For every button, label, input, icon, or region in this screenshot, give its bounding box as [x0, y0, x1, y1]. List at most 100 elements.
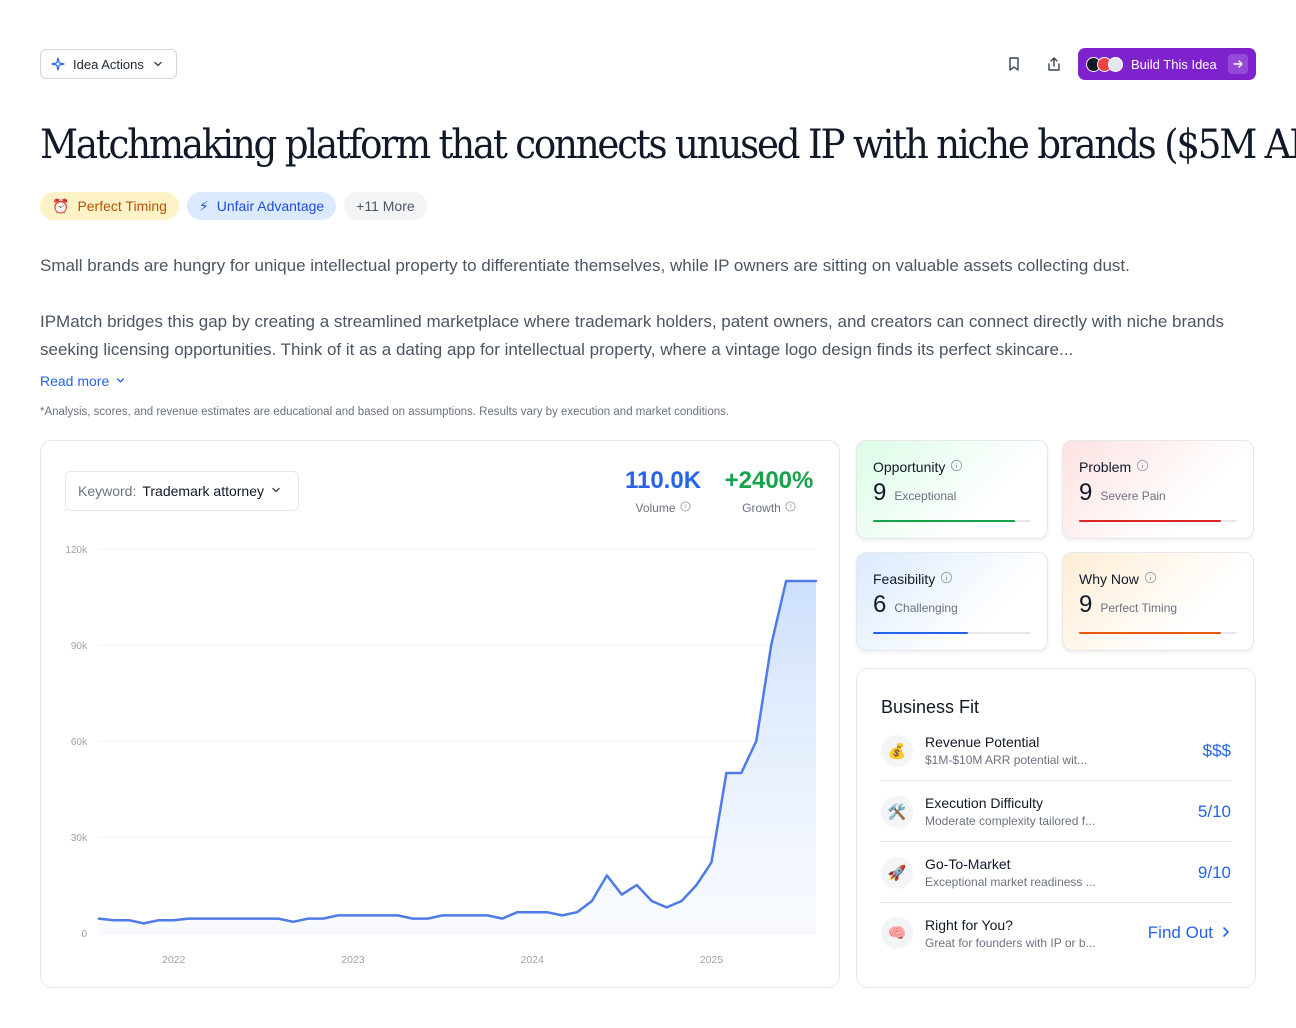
tag-label: Perfect Timing — [77, 198, 167, 214]
fit-row-desc: Moderate complexity tailored f... — [925, 814, 1096, 828]
info-icon[interactable] — [1136, 459, 1149, 475]
y-tick-label: 30k — [71, 833, 88, 844]
info-icon[interactable] — [950, 459, 963, 475]
description-paragraph-2: IPMatch bridges this gap by creating a s… — [40, 312, 1224, 359]
tool-logos-icon — [1086, 56, 1123, 72]
score-word: Exceptional — [894, 489, 957, 503]
chevron-right-icon — [1221, 923, 1231, 943]
x-tick-label: 2025 — [700, 954, 724, 966]
share-icon[interactable] — [1042, 52, 1066, 76]
build-this-idea-button[interactable]: Build This Idea — [1078, 48, 1256, 80]
build-label: Build This Idea — [1131, 56, 1217, 72]
fit-row-go-to-market[interactable]: 🚀 Go-To-Market Exceptional market readin… — [881, 843, 1231, 903]
tag-label: +11 More — [356, 198, 415, 214]
read-more-label: Read more — [40, 373, 110, 389]
info-icon[interactable] — [940, 571, 953, 587]
tag-perfect-timing[interactable]: ⏰ Perfect Timing — [40, 192, 179, 220]
idea-actions-label: Idea Actions — [73, 56, 144, 72]
score-name: Problem — [1079, 459, 1132, 475]
score-bar — [1079, 520, 1237, 522]
fit-row-desc: Great for founders with IP or b... — [925, 935, 1096, 950]
score-bar — [873, 520, 1031, 522]
fit-row-title: Right for You? — [925, 916, 1013, 933]
keyword-select[interactable]: Keyword: Trademark attorney — [65, 471, 299, 511]
chevron-down-icon — [115, 373, 126, 389]
y-tick-label: 0 — [81, 929, 87, 940]
series-area — [99, 581, 816, 933]
chevron-down-icon — [152, 58, 164, 70]
score-word: Challenging — [894, 601, 958, 615]
score-word: Perfect Timing — [1100, 601, 1178, 615]
sparkle-icon — [51, 57, 65, 71]
score-card-problem[interactable]: Problem 9 Severe Pain — [1062, 440, 1254, 539]
score-card-feasibility[interactable]: Feasibility 6 Challenging — [856, 552, 1048, 651]
svg-text:?: ? — [789, 503, 792, 511]
x-tick-label: 2023 — [341, 954, 365, 966]
fit-row-execution-difficulty[interactable]: 🛠️ Execution Difficulty Moderate complex… — [881, 782, 1231, 842]
fit-row-value: 5/10 — [1197, 801, 1231, 821]
business-fit-card: Business Fit 💰 Revenue Potential $1M-$10… — [856, 668, 1256, 988]
tools-icon: 🛠️ — [881, 795, 913, 828]
alarm-clock-icon: ⏰ — [52, 197, 70, 214]
fit-row-desc: $1M-$10M ARR potential wit... — [925, 753, 1088, 767]
fit-row-title: Revenue Potential — [925, 734, 1040, 750]
volume-value: 110.0K — [624, 467, 702, 494]
fit-row-right-for-you[interactable]: 🧠 Right for You? Great for founders with… — [881, 903, 1231, 963]
business-fit-title: Business Fit — [881, 697, 980, 717]
score-value: 6 — [873, 591, 887, 618]
series-line — [97, 579, 818, 925]
fit-row-desc: Exceptional market readiness ... — [925, 875, 1096, 889]
score-bar-fill — [1079, 632, 1222, 634]
arrow-right-icon — [1228, 54, 1248, 74]
help-icon[interactable]: ? — [785, 501, 796, 515]
score-value: 9 — [1079, 591, 1093, 618]
tag-unfair-advantage[interactable]: ⚡ Unfair Advantage — [186, 192, 337, 220]
trend-chart: 120k 90k 60k 30k 0 2022 2023 2024 2025 — [65, 545, 818, 966]
money-bag-icon: 💰 — [881, 734, 913, 767]
score-bar-fill — [873, 632, 968, 634]
description-paragraph-1: Small brands are hungry for unique intel… — [40, 256, 1130, 275]
score-value: 9 — [873, 479, 887, 506]
score-card-opportunity[interactable]: Opportunity 9 Exceptional — [856, 440, 1048, 539]
score-bar — [873, 632, 1031, 634]
fit-row-title: Execution Difficulty — [925, 795, 1044, 811]
score-name: Why Now — [1079, 571, 1139, 587]
read-more-link[interactable]: Read more — [40, 373, 126, 389]
score-name: Opportunity — [873, 459, 946, 475]
brain-icon: 🧠 — [881, 917, 913, 949]
growth-stat: +2400% Growth ? — [721, 467, 817, 515]
tag-list: ⏰ Perfect Timing ⚡ Unfair Advantage +11 … — [40, 192, 427, 220]
x-tick-label: 2022 — [162, 954, 186, 966]
score-bar-fill — [1079, 520, 1222, 522]
volume-label: Volume — [635, 501, 676, 515]
tag-more[interactable]: +11 More — [344, 192, 427, 220]
tag-label: Unfair Advantage — [216, 198, 325, 214]
help-icon[interactable]: ? — [679, 501, 691, 515]
score-card-why-now[interactable]: Why Now 9 Perfect Timing — [1062, 552, 1254, 651]
score-name: Feasibility — [873, 571, 936, 587]
svg-text:?: ? — [683, 503, 686, 511]
fit-row-value: $$$ — [1202, 740, 1231, 760]
score-value: 9 — [1079, 479, 1093, 506]
bookmark-icon[interactable] — [1002, 52, 1026, 76]
lightning-icon: ⚡ — [198, 197, 209, 214]
fit-row-revenue-potential[interactable]: 💰 Revenue Potential $1M-$10M ARR potenti… — [881, 721, 1231, 781]
keyword-label: Keyword: — [78, 483, 137, 499]
page-title: Matchmaking platform that connects unuse… — [40, 122, 1296, 168]
rocket-icon: 🚀 — [881, 856, 913, 889]
growth-value: +2400% — [724, 467, 814, 494]
find-out-link[interactable]: Find Out — [1148, 923, 1231, 943]
y-tick-label: 90k — [71, 641, 88, 652]
y-tick-label: 60k — [71, 737, 88, 748]
fit-row-value: 9/10 — [1197, 862, 1231, 882]
trend-chart-card: 120k 90k 60k 30k 0 2022 2023 2024 2025 Keyword: … — [40, 440, 840, 988]
info-icon[interactable] — [1144, 571, 1157, 587]
fit-row-title: Go-To-Market — [925, 856, 1011, 872]
chevron-down-icon — [270, 483, 282, 499]
x-tick-label: 2024 — [521, 954, 545, 966]
y-tick-label: 120k — [65, 545, 88, 556]
score-bar — [1079, 632, 1237, 634]
idea-actions-button[interactable]: Idea Actions — [40, 49, 177, 79]
keyword-value: Trademark attorney — [142, 483, 264, 499]
score-bar-fill — [873, 520, 1016, 522]
